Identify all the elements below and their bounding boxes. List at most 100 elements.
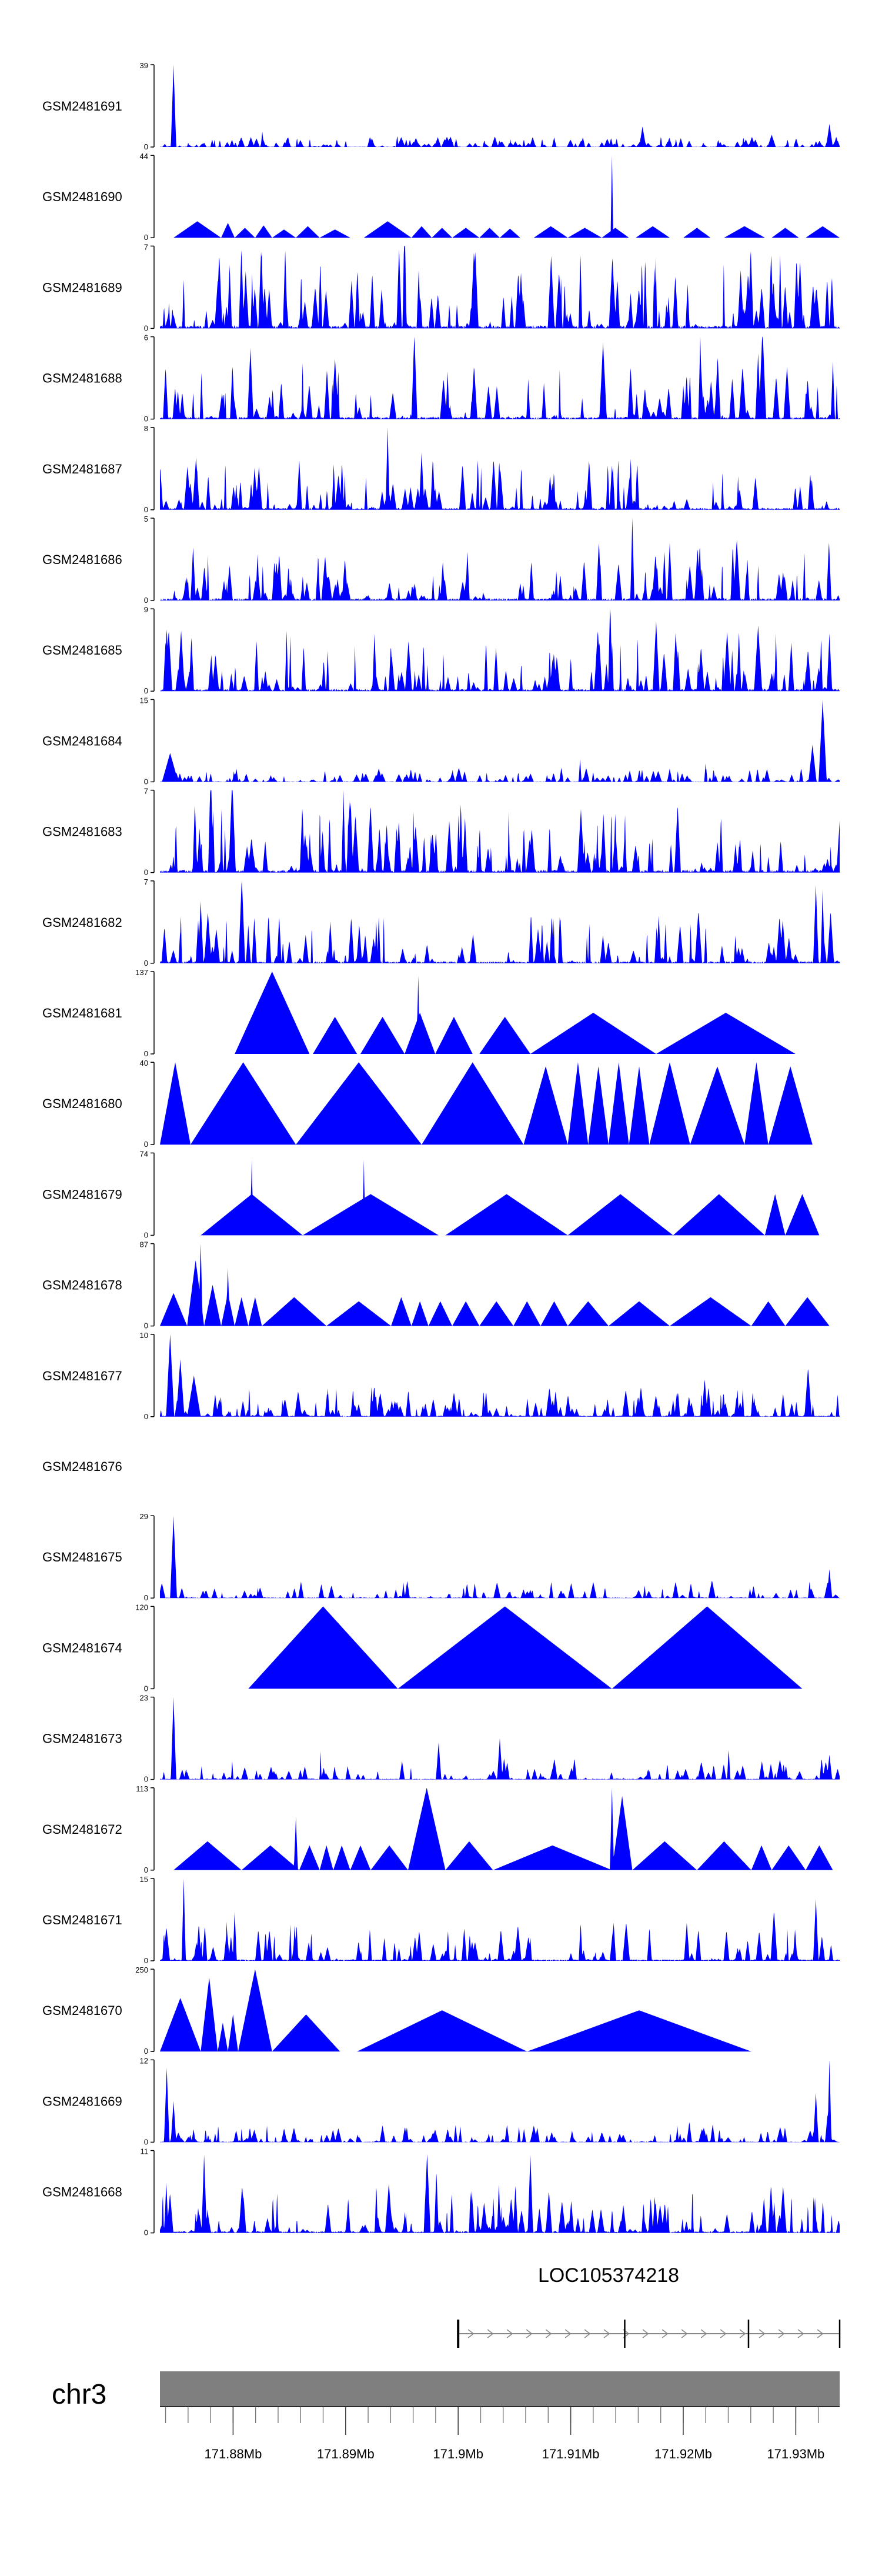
y-axis-min-label: 0 [144, 1230, 148, 1239]
coverage-area [160, 1243, 840, 1326]
strand-arrow [739, 2329, 746, 2338]
track-GSM2481688: GSM2481688 6 0 [42, 333, 840, 423]
track-GSM2481691: GSM2481691 39 0 [42, 61, 840, 151]
y-axis-max-label: 23 [140, 1694, 148, 1703]
y-axis-min-label: 0 [144, 505, 148, 514]
coverage-area [160, 972, 840, 1054]
track-GSM2481676: GSM2481676 [42, 1459, 122, 1474]
coverage-area [160, 1697, 840, 1780]
y-axis-min-label: 0 [144, 1140, 148, 1149]
y-axis-min-label: 0 [144, 596, 148, 605]
tick-label: 171.89Mb [317, 2447, 375, 2461]
chromosome-label: chr3 [52, 2379, 106, 2410]
coverage-tracks: GSM2481691390GSM2481690440GSM248168970GS… [42, 61, 840, 2237]
coverage-area [160, 1969, 840, 2052]
gene-track: LOC105374218 [457, 2264, 841, 2348]
y-axis-min-label: 0 [144, 142, 148, 151]
track-GSM2481687: GSM2481687 8 0 [42, 424, 840, 514]
track-label: GSM2481687 [42, 462, 122, 476]
coverage-area [160, 2060, 840, 2143]
y-axis-max-label: 7 [144, 877, 148, 886]
coverage-area [160, 1787, 840, 1870]
strand-arrow [584, 2329, 591, 2338]
y-axis-max-label: 11 [141, 2147, 149, 2156]
y-axis-max-label: 7 [144, 242, 148, 251]
track-label: GSM2481691 [42, 99, 122, 114]
track-GSM2481678: GSM2481678 87 0 [42, 1240, 840, 1330]
coverage-area [160, 1334, 840, 1417]
track-GSM2481672: GSM2481672 113 0 [42, 1784, 840, 1874]
track-GSM2481681: GSM2481681 137 0 [42, 968, 840, 1058]
y-axis-min-label: 0 [144, 1684, 148, 1693]
strand-arrow [603, 2329, 610, 2338]
y-axis-min-label: 0 [144, 1775, 148, 1784]
track-label: GSM2481682 [42, 915, 122, 930]
y-axis-min-label: 0 [144, 323, 148, 332]
strand-arrow [778, 2329, 785, 2338]
tick-label: 171.92Mb [654, 2447, 712, 2461]
tick-label: 171.91Mb [542, 2447, 600, 2461]
strand-arrow [526, 2329, 533, 2338]
track-GSM2481670: GSM2481670 250 0 [42, 1966, 840, 2056]
tick-label: 171.93Mb [767, 2447, 824, 2461]
coverage-area [160, 880, 840, 963]
y-axis-min-label: 0 [144, 1593, 148, 1602]
strand-arrow [797, 2329, 804, 2338]
coverage-area [160, 1606, 840, 1689]
y-axis-max-label: 12 [140, 2056, 148, 2065]
track-label: GSM2481676 [42, 1459, 122, 1474]
track-label: GSM2481690 [42, 189, 122, 204]
track-GSM2481677: GSM2481677 10 0 [42, 1331, 840, 1421]
y-axis-min-label: 0 [144, 1049, 148, 1058]
track-GSM2481690: GSM2481690 44 0 [42, 152, 840, 242]
track-GSM2481685: GSM2481685 9 0 [42, 605, 840, 695]
y-axis-max-label: 15 [140, 696, 148, 705]
strand-arrow [720, 2329, 727, 2338]
coverage-area [160, 336, 840, 419]
track-label: GSM2481673 [42, 1731, 122, 1746]
coverage-area [160, 1062, 840, 1145]
y-axis-max-label: 40 [140, 1059, 148, 1067]
track-label: GSM2481681 [42, 1006, 122, 1020]
y-axis-min-label: 0 [144, 2047, 148, 2056]
y-axis-min-label: 0 [144, 868, 148, 877]
track-GSM2481682: GSM2481682 7 0 [42, 877, 840, 967]
coverage-area [160, 609, 840, 692]
gene-label: LOC105374218 [538, 2264, 679, 2287]
coverage-area [160, 427, 840, 510]
y-axis-max-label: 9 [144, 605, 148, 614]
track-label: GSM2481668 [42, 2185, 122, 2200]
strand-arrow [642, 2329, 649, 2338]
y-axis-min-label: 0 [144, 2137, 148, 2146]
strand-arrow [506, 2329, 513, 2338]
y-axis-max-label: 44 [140, 152, 148, 161]
y-axis-max-label: 8 [144, 424, 148, 433]
track-GSM2481673: GSM2481673 23 0 [42, 1694, 840, 1784]
track-label: GSM2481674 [42, 1640, 122, 1655]
strand-arrow [564, 2329, 572, 2338]
y-axis-max-label: 87 [140, 1240, 148, 1249]
track-GSM2481686: GSM2481686 5 0 [42, 515, 840, 605]
strand-arrow [662, 2329, 669, 2338]
y-axis-max-label: 29 [140, 1512, 148, 1521]
y-axis-max-label: 137 [135, 968, 148, 977]
y-axis-max-label: 74 [140, 1149, 148, 1158]
coverage-area [160, 518, 840, 600]
chromosome-bar [160, 2371, 840, 2407]
track-label: GSM2481689 [42, 280, 122, 295]
y-axis-min-label: 0 [144, 415, 148, 423]
tick-label: 171.9Mb [433, 2447, 483, 2461]
track-GSM2481679: GSM2481679 74 0 [42, 1149, 840, 1239]
track-label: GSM2481669 [42, 2094, 122, 2108]
track-label: GSM2481672 [42, 1822, 122, 1837]
y-axis-max-label: 39 [140, 61, 148, 70]
strand-arrow [545, 2329, 552, 2338]
coverage-area [160, 790, 840, 873]
track-GSM2481668: GSM2481668 11 0 [42, 2147, 840, 2237]
track-GSM2481684: GSM2481684 15 0 [42, 696, 840, 786]
strand-arrow [681, 2329, 688, 2338]
strand-arrow [487, 2329, 494, 2338]
track-label: GSM2481677 [42, 1369, 122, 1383]
track-label: GSM2481679 [42, 1187, 122, 1202]
